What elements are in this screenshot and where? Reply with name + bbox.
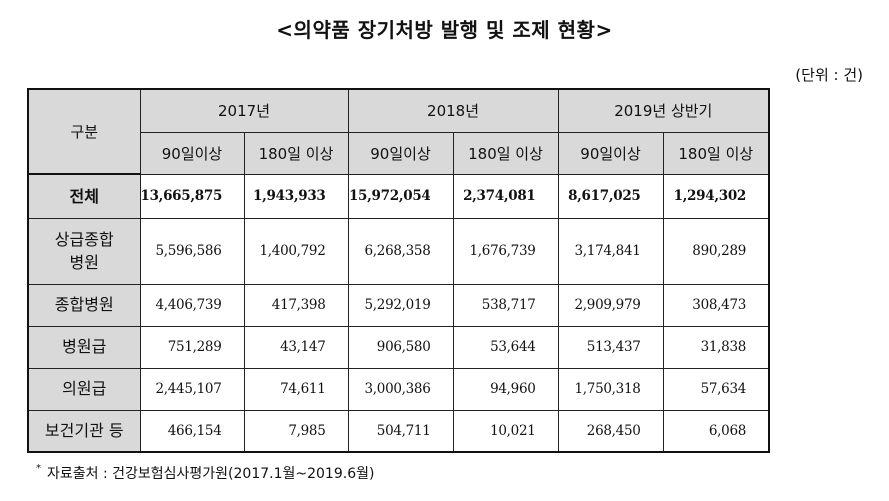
cell-value: 751,289 — [139, 325, 245, 369]
cell-value: 3,000,386 — [347, 367, 454, 411]
sub-header: 90일이상 — [139, 131, 245, 175]
note-marker: * — [36, 463, 41, 474]
row-label: 상급종합 병원 — [27, 217, 141, 285]
cell-value: 2,909,979 — [557, 283, 664, 327]
cell-value: 10,021 — [452, 409, 559, 453]
cell-value: 6,268,358 — [347, 217, 454, 285]
cell-value: 466,154 — [139, 409, 245, 453]
cell-value: 2,445,107 — [139, 367, 245, 411]
cell-value: 504,711 — [347, 409, 454, 453]
cell-value: 1,750,318 — [557, 367, 664, 411]
cell-value: 417,398 — [243, 283, 349, 327]
note-text: 자료출처 : 건강보험심사평가원(2017.1월~2019.6월) — [47, 466, 375, 482]
sub-header: 180일 이상 — [243, 131, 349, 175]
row-label-line: 상급종합 — [54, 229, 114, 249]
cell-value: 513,437 — [557, 325, 664, 369]
table-row: 병원급 751,289 43,147 906,580 53,644 513,43… — [27, 325, 770, 369]
table-row: 보건기관 등 466,154 7,985 504,711 10,021 268,… — [27, 409, 770, 453]
cell-value: 8,617,025 — [557, 173, 664, 219]
cell-value: 2,374,081 — [452, 173, 559, 219]
row-label: 병원급 — [27, 325, 141, 369]
cell-value: 13,665,875 — [139, 173, 245, 219]
year-header: 2017년 — [139, 88, 349, 133]
cell-value: 31,838 — [662, 325, 770, 369]
row-label: 전체 — [27, 173, 141, 219]
unit-label: (단위 : 건) — [795, 66, 863, 84]
cell-value: 6,068 — [662, 409, 770, 453]
page-title: <의약품 장기처방 발행 및 조제 현황> — [276, 18, 613, 42]
cell-value: 906,580 — [347, 325, 454, 369]
cell-value: 1,400,792 — [243, 217, 349, 285]
year-header: 2019년 상반기 — [557, 88, 770, 133]
table-row: 상급종합 병원 5,596,586 1,400,792 6,268,358 1,… — [27, 217, 770, 285]
cell-value: 3,174,841 — [557, 217, 664, 285]
prescription-table: 구분 2017년 2018년 2019년 상반기 90일이상 180일 이상 9… — [27, 88, 771, 453]
source-note: * 자료출처 : 건강보험심사평가원(2017.1월~2019.6월) — [36, 463, 374, 483]
sub-header: 90일이상 — [557, 131, 664, 175]
cell-value: 5,292,019 — [347, 283, 454, 327]
row-label: 종합병원 — [27, 283, 141, 327]
cell-value: 53,644 — [452, 325, 559, 369]
corner-header: 구분 — [27, 88, 141, 175]
table-row: 전체 13,665,875 1,943,933 15,972,054 2,374… — [27, 173, 770, 219]
sub-header: 90일이상 — [347, 131, 454, 175]
table-row: 종합병원 4,406,739 417,398 5,292,019 538,717… — [27, 283, 770, 327]
cell-value: 4,406,739 — [139, 283, 245, 327]
cell-value: 1,294,302 — [662, 173, 770, 219]
year-header: 2018년 — [347, 88, 559, 133]
cell-value: 7,985 — [243, 409, 349, 453]
cell-value: 1,676,739 — [452, 217, 559, 285]
cell-value: 15,972,054 — [347, 173, 454, 219]
cell-value: 890,289 — [662, 217, 770, 285]
row-label-line: 병원 — [69, 253, 99, 272]
cell-value: 268,450 — [557, 409, 664, 453]
cell-value: 538,717 — [452, 283, 559, 327]
sub-header: 180일 이상 — [452, 131, 559, 175]
cell-value: 308,473 — [662, 283, 770, 327]
table-row: 의원급 2,445,107 74,611 3,000,386 94,960 1,… — [27, 367, 770, 411]
row-label: 보건기관 등 — [27, 409, 141, 453]
cell-value: 1,943,933 — [243, 173, 349, 219]
cell-value: 94,960 — [452, 367, 559, 411]
sub-header: 180일 이상 — [662, 131, 770, 175]
cell-value: 5,596,586 — [139, 217, 245, 285]
cell-value: 74,611 — [243, 367, 349, 411]
cell-value: 43,147 — [243, 325, 349, 369]
cell-value: 57,634 — [662, 367, 770, 411]
row-label: 의원급 — [27, 367, 141, 411]
